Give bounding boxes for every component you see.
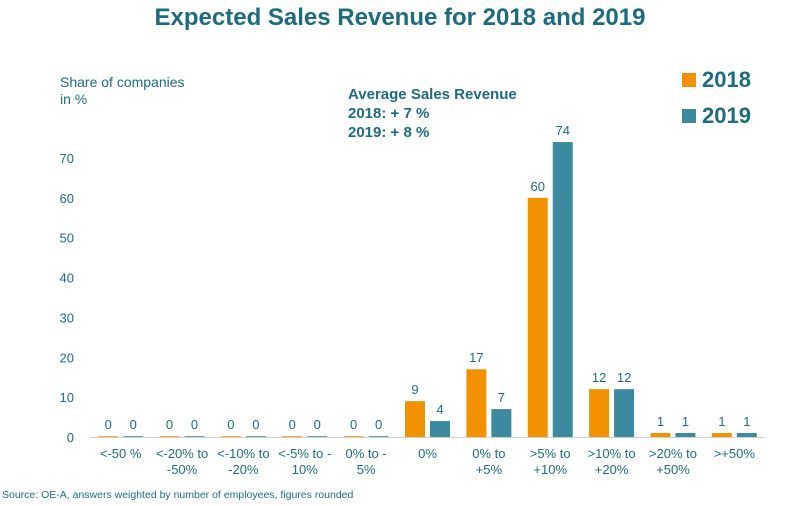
- data-label-2018: 0: [166, 417, 173, 432]
- legend-item-2018: 2018: [682, 62, 751, 98]
- x-tick-label: <-50 %: [100, 446, 142, 461]
- legend-swatch-2018: [682, 73, 696, 87]
- x-tick-label: +5%: [476, 462, 503, 477]
- bar-2019: [614, 389, 635, 437]
- average-2018: 2018: + 7 %: [348, 105, 430, 122]
- bar-2018: [282, 436, 303, 437]
- x-tick-label: +50%: [656, 462, 690, 477]
- x-tick-label: >+50%: [714, 446, 756, 461]
- data-label-2018: 60: [530, 179, 544, 194]
- x-tick-label: -20%: [228, 462, 259, 477]
- data-label-2019: 4: [436, 402, 443, 417]
- bar-2018: [98, 436, 119, 437]
- data-label-2018: 0: [350, 417, 357, 432]
- bar-2018: [466, 369, 487, 437]
- bar-2018: [343, 436, 364, 437]
- data-label-2018: 1: [657, 414, 664, 429]
- y-tick-label: 60: [60, 191, 74, 206]
- bar-2019: [184, 436, 205, 437]
- bar-2018: [159, 436, 180, 437]
- average-heading: Average Sales Revenue: [348, 86, 517, 103]
- legend-label-2019: 2019: [702, 103, 751, 128]
- x-tick-label: 5%: [357, 462, 376, 477]
- data-label-2019: 0: [191, 417, 198, 432]
- legend-item-2019: 2019: [682, 98, 751, 134]
- x-tick-label: +10%: [533, 462, 567, 477]
- data-label-2018: 12: [592, 370, 606, 385]
- bar-2019: [123, 436, 144, 437]
- bar-2019: [245, 436, 266, 437]
- y-tick-label: 70: [60, 151, 74, 166]
- x-tick-label: 0%: [418, 446, 437, 461]
- data-label-2019: 0: [130, 417, 137, 432]
- data-label-2018: 9: [411, 382, 418, 397]
- legend-label-2018: 2018: [702, 67, 751, 92]
- data-label-2019: 7: [498, 390, 505, 405]
- bar-2019: [307, 436, 328, 437]
- data-label-2019: 1: [682, 414, 689, 429]
- x-tick-label: 0% to -: [346, 446, 387, 461]
- bar-2019: [430, 421, 450, 437]
- bar-2018: [527, 197, 548, 437]
- bar-2018: [589, 389, 610, 437]
- data-label-2018: 0: [105, 417, 112, 432]
- bar-2019: [736, 433, 757, 437]
- bar-2018: [711, 433, 732, 437]
- data-label-2019: 74: [555, 123, 569, 138]
- x-tick-label: >5% to: [530, 446, 571, 461]
- x-tick-label: -50%: [167, 462, 198, 477]
- bar-2019: [552, 142, 573, 438]
- y-tick-label: 30: [60, 310, 74, 325]
- bar-2019: [675, 433, 696, 437]
- average-annotation: Average Sales Revenue 2018: + 7 % 2019: …: [348, 85, 517, 142]
- data-label-2019: 0: [375, 417, 382, 432]
- y-tick-label: 10: [60, 390, 74, 405]
- chart-title: Expected Sales Revenue for 2018 and 2019: [154, 4, 646, 31]
- bar-2018: [220, 436, 241, 437]
- data-label-2018: 1: [718, 414, 725, 429]
- data-label-2019: 0: [314, 417, 321, 432]
- source-note: Source: OE-A, answers weighted by number…: [2, 489, 354, 501]
- data-label-2019: 0: [252, 417, 259, 432]
- data-label-2018: 0: [289, 417, 296, 432]
- legend: 2018 2019: [682, 62, 751, 134]
- x-tick-label: >10% to: [588, 446, 636, 461]
- bar-2018: [650, 433, 671, 437]
- y-tick-label: 20: [60, 350, 74, 365]
- bar-2019: [491, 409, 512, 437]
- bar-2019: [368, 436, 389, 437]
- x-tick-label: +20%: [595, 462, 629, 477]
- x-tick-label: 0% to: [472, 446, 505, 461]
- legend-swatch-2019: [682, 109, 696, 123]
- x-tick-label: 10%: [292, 462, 318, 477]
- data-label-2019: 1: [743, 414, 750, 429]
- x-tick-label: <-20% to: [156, 446, 208, 461]
- x-tick-label: <-10% to: [217, 446, 269, 461]
- bar-2018: [405, 401, 425, 437]
- x-tick-label: <-5% to -: [278, 446, 331, 461]
- average-2019: 2019: + 8 %: [348, 124, 430, 141]
- x-tick-label: >20% to: [649, 446, 697, 461]
- data-label-2018: 17: [469, 350, 483, 365]
- data-label-2018: 0: [227, 417, 234, 432]
- y-tick-label: 40: [60, 271, 74, 286]
- y-tick-label: 50: [60, 231, 74, 246]
- data-label-2019: 12: [617, 370, 631, 385]
- y-tick-label: 0: [67, 430, 74, 445]
- y-axis-label: Share of companies in %: [60, 74, 185, 107]
